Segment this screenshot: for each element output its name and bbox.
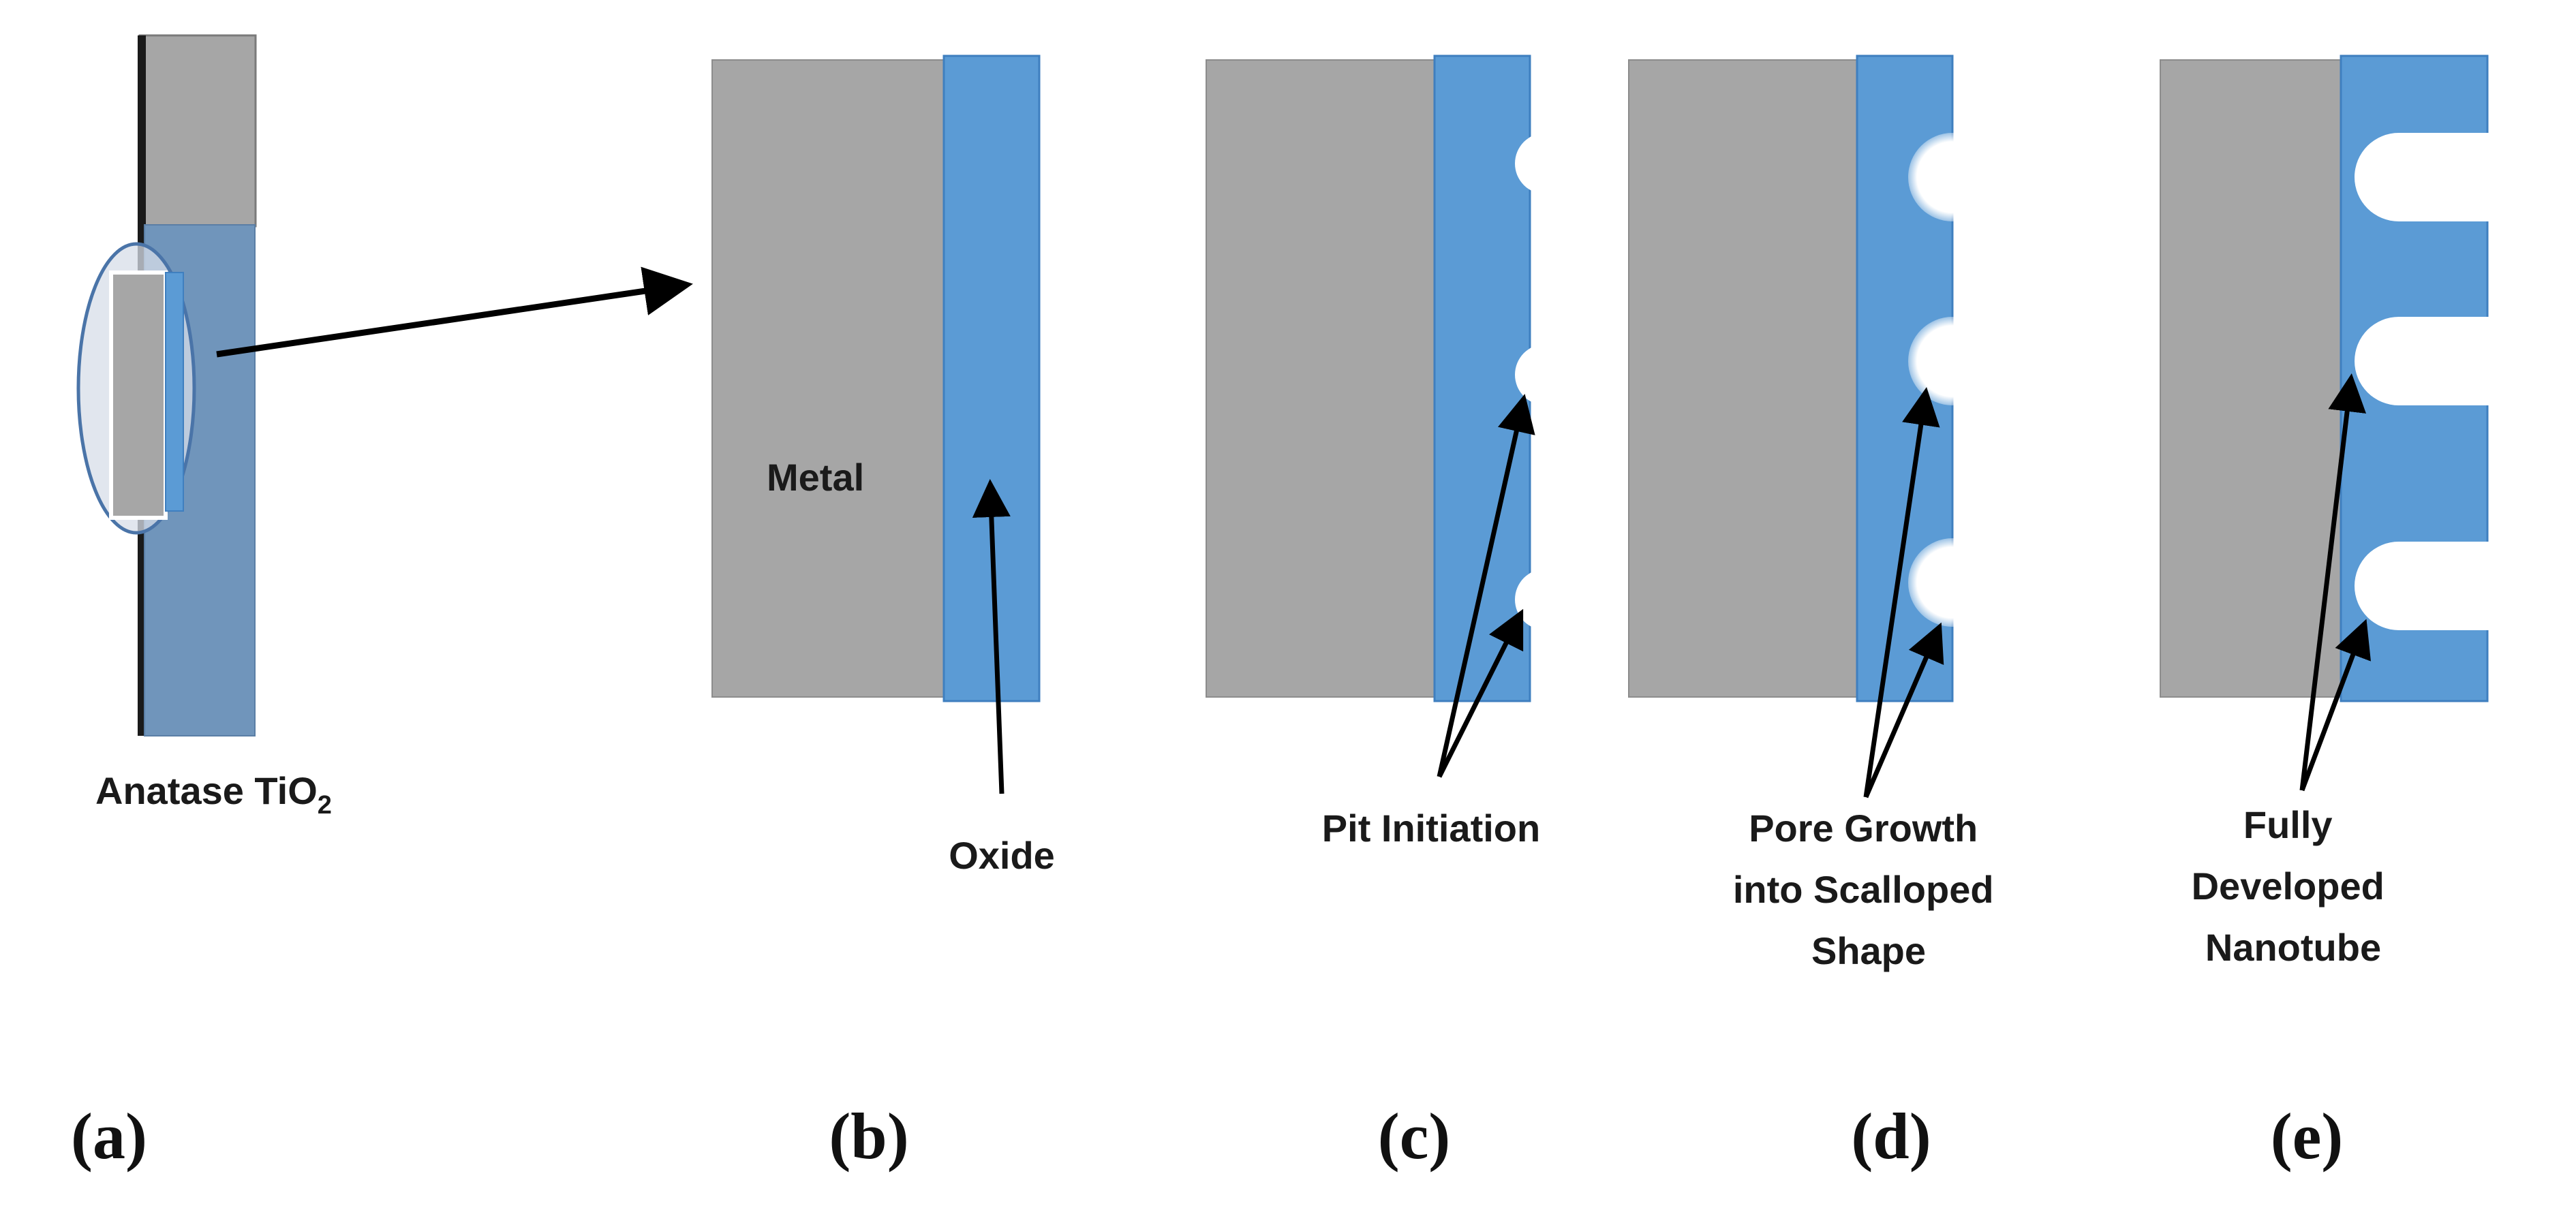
metal-block (1206, 59, 1435, 698)
pore-growth-label: Pore Growth into Scalloped Shape (1733, 807, 2004, 972)
panel-c: Pit Initiation (c) (1206, 55, 1576, 1173)
nanotube-arrow (2299, 373, 2367, 791)
panel-letter-c: (c) (1378, 1100, 1451, 1173)
nanotube (2355, 542, 2521, 630)
metal-block (711, 59, 945, 698)
sample-metal-upper (138, 34, 257, 228)
panel-b: Metal Oxide (b) (711, 55, 1055, 1173)
oxide-label: Oxide (949, 834, 1055, 877)
panel-a: Anatase TiO2 (a) (71, 34, 693, 1173)
sample-oxide-inset (165, 272, 184, 512)
metal-block (1628, 59, 1858, 698)
panel-letter-e: (e) (2271, 1100, 2344, 1173)
pore-arrow (1863, 387, 1940, 798)
oxide-layer (942, 55, 1041, 702)
pit-arrow (1437, 394, 1535, 777)
sample-metal-inset (109, 270, 168, 520)
panel-d: Pore Growth into Scalloped Shape (d) (1628, 55, 2004, 1173)
pore (1908, 317, 1997, 405)
nanotube (2355, 317, 2521, 405)
panel-letter-b: (b) (829, 1100, 908, 1173)
pore (1908, 133, 1997, 221)
nanotube-arrow (2299, 619, 2371, 792)
pit (1515, 344, 1576, 405)
nanotube (2355, 133, 2521, 221)
oxide-arrow (972, 479, 1011, 794)
zoom-arrow (216, 266, 693, 358)
pit (1515, 569, 1576, 630)
panel-letter-a: (a) (71, 1100, 147, 1173)
pit-initiation-label: Pit Initiation (1322, 807, 1540, 850)
nanotube-label: Fully Developed Nanotube (2192, 803, 2395, 969)
panel-letter-d: (d) (1851, 1100, 1931, 1173)
anatase-label: Anatase TiO2 (95, 769, 332, 820)
metal-label: Metal (767, 456, 864, 499)
pore (1908, 538, 1997, 627)
panel-e: Fully Developed Nanotube (e) (2160, 55, 2521, 1173)
pit (1515, 133, 1576, 194)
pit-arrow (1437, 608, 1524, 778)
pore-arrow (1863, 622, 1944, 798)
metal-block (2160, 59, 2342, 698)
